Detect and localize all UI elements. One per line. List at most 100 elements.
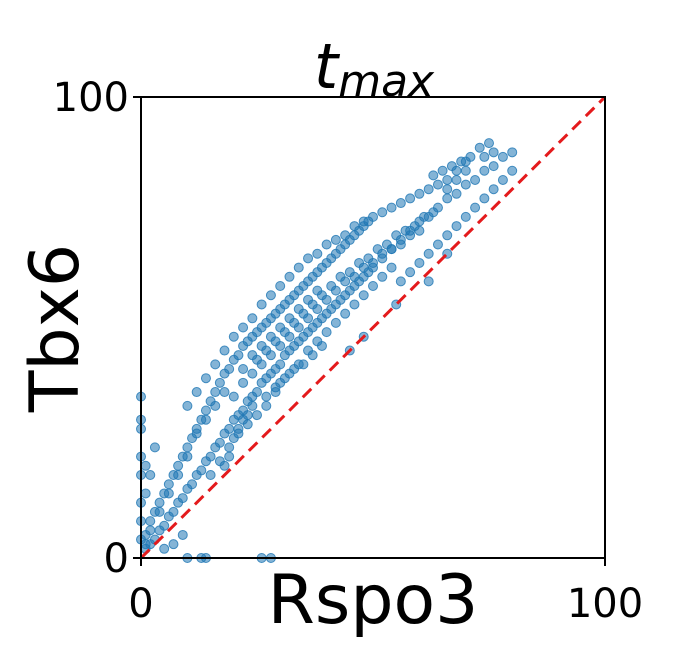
scatter-point (428, 207, 439, 218)
scatter-point (330, 234, 341, 245)
scatter-point (488, 147, 499, 158)
scatter-point (446, 161, 457, 172)
scatter-point (316, 340, 327, 351)
scatter-point (256, 340, 267, 351)
scatter-point (182, 442, 193, 453)
scatter-point (238, 363, 249, 374)
scatter-point (224, 442, 235, 453)
scatter-point (293, 262, 304, 273)
scatter-point (256, 299, 267, 310)
scatter-point (428, 170, 439, 181)
scatter-point (247, 350, 258, 361)
scatter-point (224, 423, 235, 434)
scatter-point (270, 387, 281, 398)
scatter-point (321, 294, 332, 305)
scatter-point (289, 363, 300, 374)
reference-line (139, 95, 607, 560)
chart-title-subscript: max (338, 56, 435, 107)
scatter-point (386, 244, 397, 255)
scatter-point (395, 276, 406, 287)
scatter-point (437, 165, 448, 176)
scatter-point (377, 271, 388, 282)
scatter-point (423, 184, 434, 195)
scatter-point (214, 437, 225, 448)
scatter-point (358, 290, 369, 301)
scatter-point (405, 230, 416, 241)
scatter-point (330, 285, 341, 296)
scatter-point (321, 239, 332, 250)
scatter-point (442, 174, 453, 185)
scatter-point (414, 257, 425, 268)
scatter-point (159, 543, 170, 554)
scatter-point (358, 262, 369, 273)
scatter-point (340, 308, 351, 319)
scatter-point (265, 290, 276, 301)
scatter-point (196, 465, 207, 476)
scatter-point (470, 202, 481, 213)
plot-frame (140, 96, 606, 559)
scatter-point (159, 520, 170, 531)
scatter-point (205, 451, 216, 462)
scatter-point (182, 451, 193, 462)
x-tick-label: 100 (567, 581, 643, 627)
scatter-point (247, 368, 258, 379)
chart-title: tmax (314, 30, 435, 107)
scatter-point (386, 202, 397, 213)
scatter-point (191, 387, 202, 398)
scatter-point (219, 387, 230, 398)
scatter-point (182, 400, 193, 411)
y-axis-label: Tbx6 (16, 244, 95, 413)
scatter-point (368, 257, 378, 268)
scatter-point (330, 317, 341, 328)
scatter-point (233, 428, 244, 439)
scatter-point (191, 428, 202, 439)
scatter-point (460, 179, 471, 190)
scatter-point (140, 460, 151, 471)
scatter-point (442, 184, 453, 195)
scatter-point (419, 211, 430, 222)
scatter-point (414, 188, 425, 199)
scatter-point (349, 221, 360, 232)
scatter-point (163, 488, 174, 499)
scatter-point (497, 151, 508, 162)
scatter-point (200, 373, 211, 384)
scatter-point (451, 221, 462, 232)
scatter-point (303, 313, 314, 324)
scatter-point (284, 331, 295, 342)
scatter-point (303, 253, 314, 264)
scatter-point (177, 529, 188, 540)
scatter-point (210, 359, 221, 370)
y-tick-label: 100 (53, 75, 129, 121)
scatter-point (261, 400, 272, 411)
scatter-point (242, 419, 253, 430)
scatter-point (321, 327, 332, 338)
scatter-point (391, 230, 402, 241)
scatter-point (423, 248, 434, 259)
scatter-point (293, 322, 304, 333)
scatter-point (252, 387, 262, 398)
scatter-point (479, 193, 490, 204)
scatter-point (154, 497, 165, 508)
data-points (136, 138, 518, 563)
scatter-point (140, 488, 151, 499)
scatter-point (219, 345, 230, 356)
scatter-point (377, 248, 388, 259)
chart-title-main: t (314, 30, 341, 103)
scatter-point (307, 350, 318, 361)
scatter-point (242, 410, 253, 421)
scatter-point (200, 414, 211, 425)
scatter-point (145, 525, 156, 536)
scatter-point (265, 350, 276, 361)
scatter-point (279, 373, 290, 384)
scatter-point (460, 211, 471, 222)
scatter-point (497, 174, 508, 185)
scatter-point (261, 391, 272, 402)
scatter-point (442, 230, 453, 241)
scatter-point (474, 142, 485, 153)
scatter-point (479, 165, 490, 176)
scatter-point (256, 359, 267, 370)
scatter-point (228, 391, 239, 402)
scatter-point (247, 400, 258, 411)
x-axis-label: Rspo3 (268, 561, 479, 640)
